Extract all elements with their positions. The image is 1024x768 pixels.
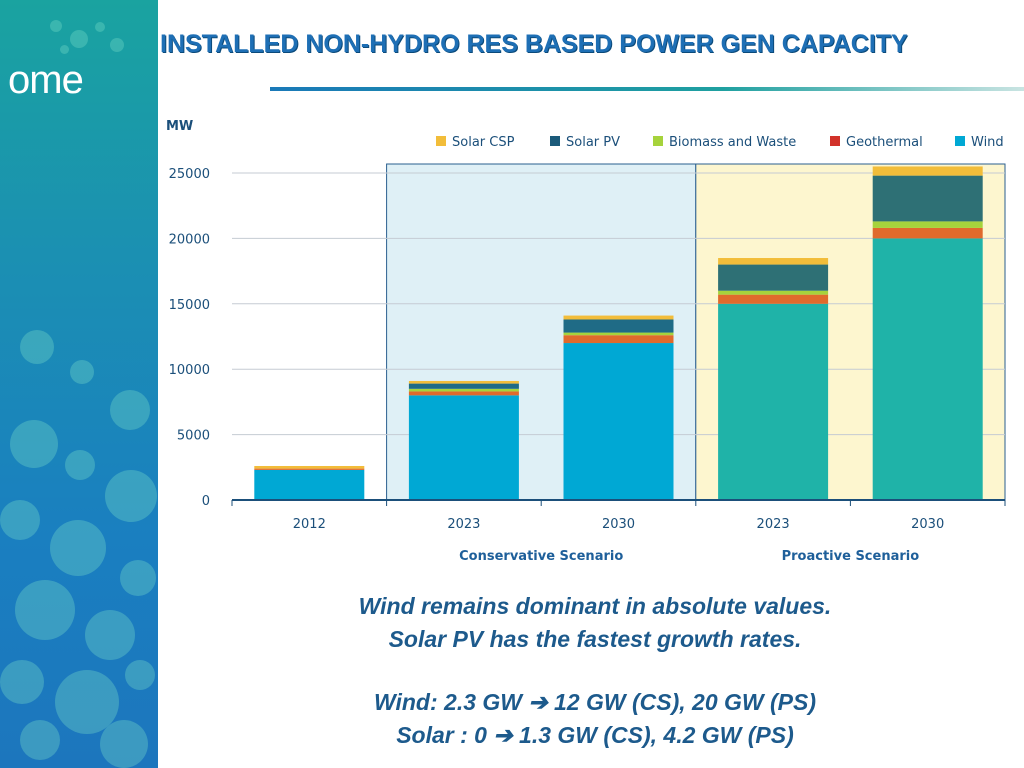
x-tick-label: 2012 [293,517,326,532]
legend-swatch [830,136,840,146]
bar-geothermal [408,391,519,396]
bar-solar-csp [563,315,674,320]
bar-geothermal [718,294,829,304]
scenario-label: Proactive Scenario [782,549,920,564]
caption-line-3: Wind: 2.3 GW ➔ 12 GW (CS), 20 GW (PS) [373,689,817,715]
legend-label: Wind [971,135,1004,150]
caption-line-4: Solar : 0 ➔ 1.3 GW (CS), 4.2 GW (PS) [396,722,794,748]
bar-biomass-and-waste [718,290,829,295]
bar-biomass-and-waste [872,221,983,228]
y-axis-label: MW [166,119,193,134]
bar-wind [718,303,829,500]
ome-logo: ome [8,58,84,102]
x-tick-label: 2030 [911,517,944,532]
x-tick-label: 2023 [757,517,790,532]
caption-line-2: Solar PV has the fastest growth rates. [388,626,802,652]
bar-solar-csp [718,258,829,265]
bar-solar-csp [408,380,519,384]
bar-geothermal [563,335,674,344]
bar-biomass-and-waste [408,388,519,392]
caption: Wind remains dominant in absolute values… [180,590,1010,752]
title-underline [270,87,1024,91]
y-tick-label: 15000 [169,298,210,313]
slide-title: INSTALLED NON-HYDRO RES BASED POWER GEN … [160,30,908,58]
caption-line-1: Wind remains dominant in absolute values… [358,593,832,619]
bar-wind [254,469,365,500]
legend-swatch [550,136,560,146]
bar-geothermal [872,227,983,239]
legend-swatch [436,136,446,146]
bar-geothermal [254,468,365,470]
legend-label: Geothermal [846,135,923,150]
legend-swatch [955,136,965,146]
y-tick-label: 10000 [169,363,210,378]
x-tick-label: 2023 [447,517,480,532]
y-tick-label: 5000 [177,429,210,444]
y-tick-label: 25000 [169,167,210,182]
y-tick-label: 0 [202,494,210,509]
legend-label: Solar CSP [452,135,515,150]
bar-solar-pv [718,264,829,291]
bar-solar-pv [872,175,983,222]
legend-label: Biomass and Waste [669,135,796,150]
bar-wind [872,238,983,500]
bar-wind [563,343,674,500]
bar-wind [408,395,519,500]
scenario-label: Conservative Scenario [459,549,623,564]
bar-solar-pv [563,319,674,333]
legend-swatch [653,136,663,146]
bar-solar-csp [254,465,365,469]
legend-label: Solar PV [566,135,620,150]
stacked-bar-chart: 0 5000 10000 15000 20000 25000 2012 2023 2030 202… [166,119,1006,564]
bar-solar-csp [872,166,983,176]
y-tick-label: 20000 [169,232,210,247]
sidebar-decoration: ome [0,0,158,768]
bar-biomass-and-waste [563,332,674,336]
bar-solar-pv [408,383,519,389]
x-tick-label: 2030 [602,517,635,532]
